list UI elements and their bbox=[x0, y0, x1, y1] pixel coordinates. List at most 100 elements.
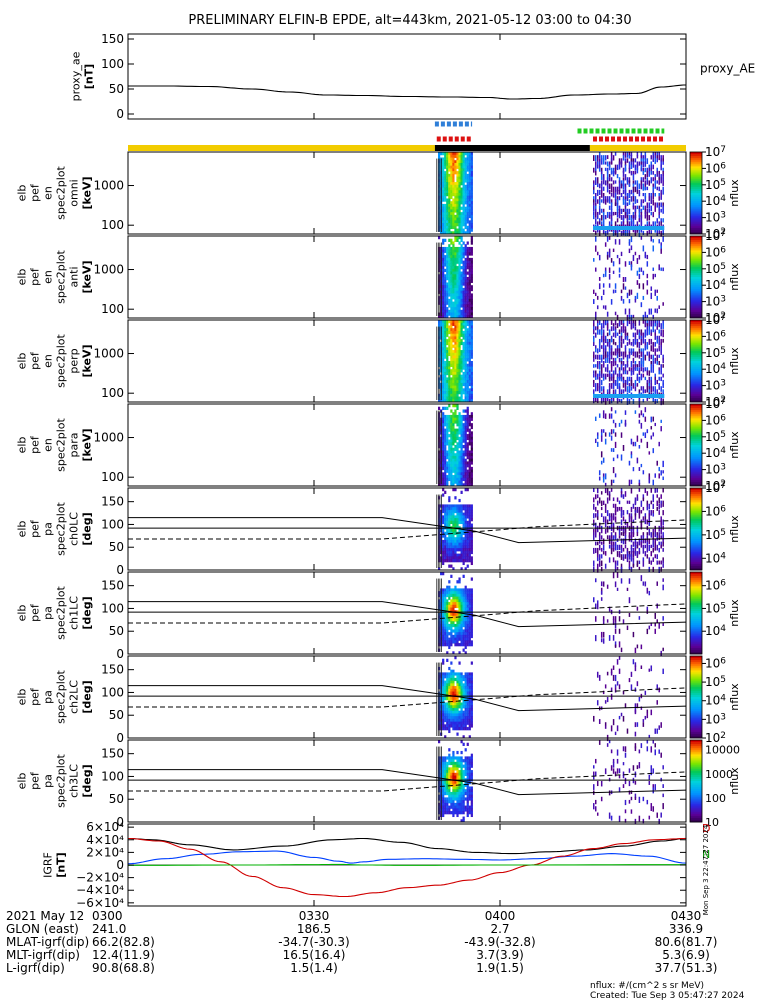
spec-pixel bbox=[454, 599, 457, 603]
spec-pixel bbox=[628, 199, 631, 205]
spec-pixel bbox=[644, 551, 647, 557]
spec-pixel bbox=[628, 239, 631, 244]
spec-pixel bbox=[452, 162, 455, 167]
spec-pixel bbox=[462, 816, 465, 820]
spec-pixel bbox=[460, 750, 463, 755]
spec-pixel bbox=[660, 345, 662, 352]
spec-pixel bbox=[446, 225, 449, 230]
spec-pixel bbox=[620, 193, 623, 198]
spec-pixel bbox=[656, 619, 658, 623]
spec-pixel bbox=[466, 193, 469, 197]
spec-pixel bbox=[610, 218, 613, 222]
spec-pixel bbox=[464, 382, 467, 387]
spec-pixel bbox=[658, 155, 660, 161]
spec-pixel bbox=[454, 361, 457, 365]
spec-pixel bbox=[454, 632, 457, 636]
spec-pixel bbox=[466, 688, 469, 693]
spec-pixel bbox=[656, 323, 658, 329]
spec-pixel bbox=[660, 535, 662, 540]
spec-pixel bbox=[444, 727, 447, 731]
spec-pixel bbox=[452, 363, 455, 367]
spec-pixel bbox=[618, 258, 621, 265]
spec-pixel bbox=[450, 450, 453, 454]
spec-pixel bbox=[462, 705, 465, 709]
spec-pixel bbox=[466, 382, 469, 387]
spec-pixel bbox=[454, 409, 457, 413]
spec-pixel bbox=[626, 379, 629, 386]
spec-pixel bbox=[636, 681, 639, 687]
spec-pixel bbox=[658, 383, 660, 387]
spec-pixel bbox=[640, 438, 643, 443]
spec-pixel bbox=[646, 544, 649, 549]
spec-pixel bbox=[598, 535, 601, 539]
spec-pixel bbox=[660, 348, 662, 353]
spec-pixel bbox=[662, 563, 664, 568]
spec-pixel bbox=[658, 547, 660, 553]
spec-pixel bbox=[464, 212, 467, 216]
spec-pixel bbox=[464, 190, 467, 194]
spec-pixel bbox=[604, 357, 607, 363]
spec-pixel bbox=[468, 388, 471, 392]
spec-pixel bbox=[468, 710, 471, 714]
spec-pixel bbox=[624, 348, 627, 354]
spec-pixel bbox=[462, 168, 465, 172]
spec-pixel bbox=[656, 289, 658, 293]
spec-pixel bbox=[450, 800, 453, 804]
spec-pixel bbox=[438, 431, 441, 435]
spec-pixel bbox=[634, 338, 637, 345]
spec-pixel bbox=[464, 347, 467, 351]
spec-pixel bbox=[640, 208, 643, 214]
spec-pixel bbox=[652, 361, 655, 365]
spec-pixel bbox=[448, 580, 451, 584]
spec-pixel bbox=[442, 716, 445, 720]
spec-pixel bbox=[460, 212, 463, 216]
spec-pixel bbox=[596, 510, 599, 516]
spec-pixel bbox=[646, 709, 649, 714]
spec-pixel bbox=[602, 338, 605, 343]
spec-pixel bbox=[626, 215, 629, 220]
spec-pixel bbox=[596, 305, 599, 310]
spec-pixel bbox=[456, 794, 459, 798]
spec-pixel bbox=[650, 211, 653, 216]
spec-pixel bbox=[658, 174, 660, 179]
spec-pixel bbox=[648, 354, 651, 359]
spec-pixel bbox=[442, 255, 445, 259]
spec-pixel bbox=[456, 255, 459, 259]
spec-pixel bbox=[460, 285, 463, 289]
spec-pixel bbox=[644, 513, 647, 518]
spec-pixel bbox=[452, 388, 455, 392]
spec-pixel bbox=[466, 246, 469, 251]
spec-pixel bbox=[610, 541, 613, 548]
spec-pixel bbox=[456, 764, 459, 768]
spec-pixel bbox=[442, 550, 445, 555]
spec-pixel bbox=[602, 193, 605, 199]
spec-pixel bbox=[438, 298, 441, 303]
spec-pixel bbox=[628, 460, 631, 466]
spec-pixel bbox=[470, 699, 473, 703]
spec-pixel bbox=[452, 559, 455, 563]
spec-pixel bbox=[438, 683, 441, 687]
spec-pixel bbox=[638, 379, 641, 384]
spec-pixel bbox=[610, 398, 613, 404]
spec-pixel bbox=[466, 347, 469, 351]
spec-pixel bbox=[450, 802, 453, 807]
spec-pixel bbox=[614, 566, 617, 573]
spec-pixel bbox=[654, 376, 657, 382]
spec-pixel bbox=[614, 687, 617, 693]
spec-pixel bbox=[438, 268, 441, 273]
spec-pixel bbox=[460, 781, 463, 785]
spec-pixel bbox=[444, 447, 447, 451]
spec-pixel bbox=[622, 532, 625, 536]
spec-pixel bbox=[652, 354, 655, 361]
spec-pixel bbox=[450, 464, 453, 468]
spec-pixel bbox=[460, 786, 463, 790]
spec-pixel bbox=[452, 781, 455, 785]
spec-pixel bbox=[452, 268, 455, 273]
spec-pixel bbox=[644, 416, 647, 422]
spec-pixel bbox=[468, 282, 471, 286]
spec-pixel bbox=[634, 497, 637, 504]
spec-pixel bbox=[606, 529, 609, 533]
spec-pixel bbox=[464, 718, 467, 723]
spec-pixel bbox=[616, 544, 619, 551]
spec-pixel bbox=[648, 326, 651, 331]
